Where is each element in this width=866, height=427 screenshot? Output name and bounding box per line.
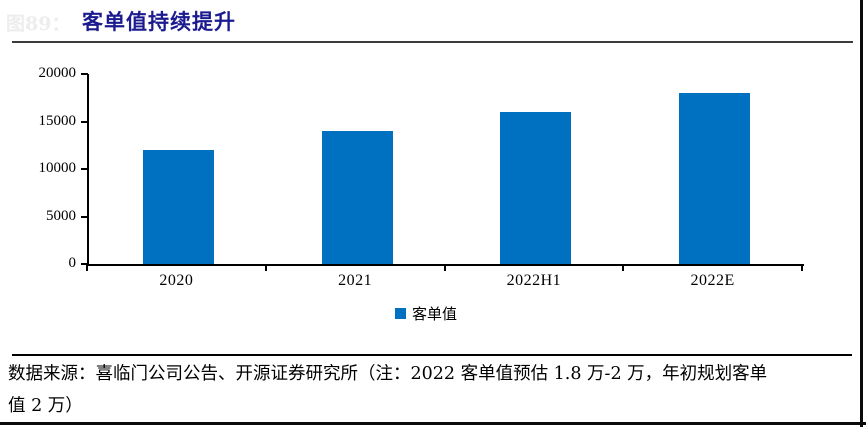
y-axis-tick-mark [81,215,88,218]
y-axis-tick-label: 5000 [46,207,76,224]
bar-2021 [321,131,393,264]
legend-label: 客单值 [411,305,457,323]
y-axis-tick-mark [81,73,88,75]
x-axis-tick-mark [443,265,446,271]
x-axis-category-label: 2020 [159,272,194,289]
bar-2022H1 [500,112,572,264]
x-axis-tick-mark [622,265,625,271]
x-axis-category-label: 2021 [338,272,373,289]
y-axis-tick-label: 15000 [38,112,77,129]
chart-title: 客单值持续提升 [82,9,236,34]
source-line: 数据来源：喜临门公司公告、开源证券研究所（注：2022 客单值预估 1.8 万-… [8,364,768,384]
x-axis-tick-mark [86,265,88,271]
bar-2022E [679,93,751,264]
x-axis-tick-mark [264,265,267,271]
x-axis-category-label: 2022E [690,272,735,289]
bar-chart: 0 5000 10000 15000 20000 2020 2021 2022H1 2022E [8,60,854,305]
figure-number-label: 图89： [6,13,71,35]
x-axis-tick-mark [801,265,803,271]
chart-legend: 客单值 [0,303,852,324]
legend-swatch [394,308,406,319]
y-axis-tick-mark [81,168,88,170]
source-line: 值 2 万） [8,396,83,416]
data-source-note: 数据来源：喜临门公司公告、开源证券研究所（注：2022 客单值预估 1.8 万-… [8,358,858,422]
y-axis-tick-mark [81,263,88,265]
figure-bottom-border [0,422,866,425]
title-underline [12,41,853,43]
figure-right-border [860,0,863,427]
y-axis-tick-label: 0 [68,255,77,271]
x-axis-category-label: 2022H1 [506,272,562,289]
y-axis-tick-label: 10000 [38,160,77,176]
plot-area [87,74,804,266]
source-divider [12,354,852,356]
y-axis-tick-label: 20000 [38,65,77,81]
y-axis-tick-mark [81,120,88,123]
bar-2020 [142,150,214,264]
